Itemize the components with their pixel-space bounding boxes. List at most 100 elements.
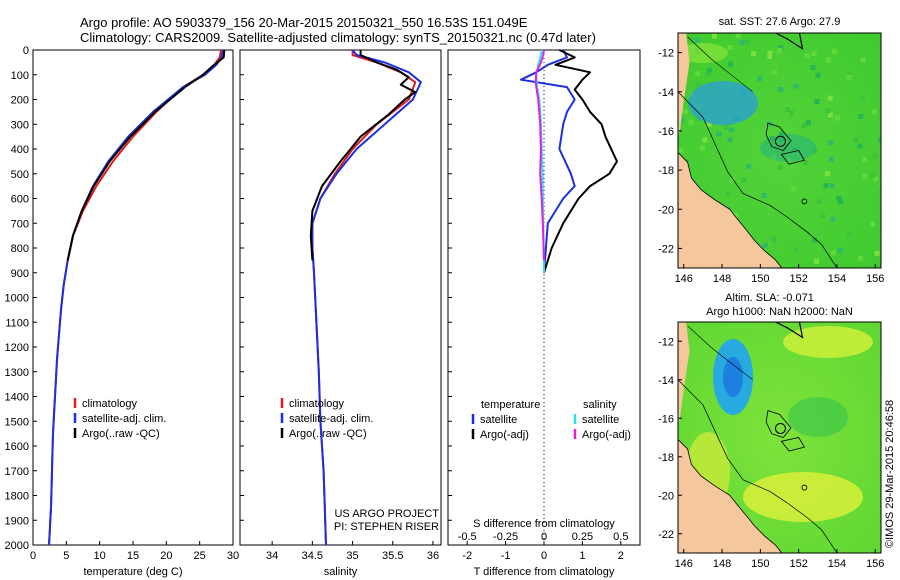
x2-tick-label: -0.5 <box>458 531 477 543</box>
difference-profile-chart: -2 -1 0 1 2 -0.5 -0.25 0 0.25 0.5S difference fro… <box>447 49 641 578</box>
x-tick-label: 152 <box>789 273 807 285</box>
sst-pixel <box>796 64 802 69</box>
sst-pixel <box>768 240 774 246</box>
sst-pixel <box>828 156 834 162</box>
header-line1: Argo profile: AO 5903379_156 20-Mar-2015… <box>80 15 528 30</box>
x-tick-label: 10 <box>94 550 106 562</box>
sst-pixel <box>779 246 785 251</box>
sst-pixel <box>804 53 810 59</box>
y-tick-label: 500 <box>11 169 29 181</box>
reef-contour <box>801 484 808 491</box>
high-sla-patch <box>783 326 873 358</box>
sst-pixel <box>767 121 773 127</box>
sst-pixel <box>838 199 844 205</box>
land-australia <box>678 438 783 553</box>
sst-pixel <box>695 82 701 88</box>
sst-pixel <box>706 121 712 127</box>
depth-contour <box>687 36 753 93</box>
sst-pixel <box>771 236 777 242</box>
y-tick-label: 1100 <box>5 317 29 329</box>
sst-pixel <box>772 92 778 98</box>
sst-pixel <box>761 99 767 105</box>
sst-pixel <box>815 72 821 78</box>
map-frame <box>677 32 882 269</box>
x-tick-label: 150 <box>751 273 769 285</box>
sst-pixel <box>825 108 831 114</box>
y-tick-label: 600 <box>11 194 29 206</box>
series-line-satellite <box>520 49 576 273</box>
argo-location-marker <box>774 135 786 147</box>
coast-png <box>774 322 804 339</box>
argo-location-marker <box>774 422 786 434</box>
y-tick-label: -14 <box>658 375 674 387</box>
x-tick-label: -2 <box>462 550 472 562</box>
coast-png <box>774 33 804 50</box>
sst-pixel <box>679 117 685 123</box>
sst-pixel <box>800 127 806 133</box>
y-tick-label: -16 <box>658 126 674 138</box>
sst-pixel <box>820 213 826 218</box>
y-tick-label: 400 <box>11 144 29 156</box>
sst-pixel <box>773 62 779 68</box>
series-line-satelliteadjclim <box>48 49 224 546</box>
mid-sla-patch <box>788 397 848 437</box>
sst-pixel <box>785 107 791 112</box>
legend-group-title: temperature <box>481 399 540 411</box>
sst-pixel <box>831 250 836 256</box>
y-tick-label: 1300 <box>5 367 29 379</box>
sst-pixel <box>836 195 842 201</box>
x-tick-label: 156 <box>866 558 884 570</box>
series-line-argorawqc <box>66 49 226 261</box>
sst-pixel <box>873 176 879 182</box>
sst-pixel <box>834 115 840 121</box>
x-tick-label: 2 <box>618 550 624 562</box>
depth-contour <box>678 379 838 553</box>
depth-contour <box>678 91 838 268</box>
sst-pixel <box>810 65 816 70</box>
x-tick-label: 0 <box>541 550 547 562</box>
sst-pixel <box>793 247 799 253</box>
map-subtitle: Argo h1000: NaN h2000: NaN <box>706 306 853 318</box>
sst-pixel <box>858 255 863 261</box>
reef-contour <box>801 198 808 205</box>
x-tick-label: 15 <box>127 550 139 562</box>
x-tick-label: 25 <box>194 550 206 562</box>
annotation-text: US ARGO PROJECT <box>334 508 439 520</box>
x-axis-label: T difference from climatology <box>474 566 615 578</box>
x2-tick-label: 0 <box>541 531 547 543</box>
reef-contour <box>765 122 792 151</box>
reef-contour <box>780 437 806 452</box>
legend-label: satellite <box>480 414 517 426</box>
sst-pixel <box>727 45 733 50</box>
y-tick-label: 1400 <box>5 392 29 404</box>
sst-pixel <box>716 131 722 137</box>
sst-pixel <box>829 183 835 189</box>
sst-pixel <box>725 190 731 196</box>
y-tick-label: 300 <box>11 119 29 131</box>
y-tick-label: 1700 <box>5 466 29 478</box>
y-tick-label: 1200 <box>5 342 29 354</box>
x-tick-label: 1 <box>579 550 585 562</box>
sst-pixel <box>700 145 706 151</box>
x-tick-label: 30 <box>227 550 239 562</box>
series-line-argoadj <box>543 49 618 274</box>
sst-pixel <box>723 124 729 130</box>
sst-pixel <box>705 71 711 77</box>
y-tick-label: 700 <box>11 218 29 230</box>
sst-pixel <box>846 74 852 80</box>
temperature-profile-chart: 0100200300400500600700800900100011001200… <box>5 45 240 578</box>
y-tick-label: -18 <box>658 452 674 464</box>
sla-map: 146 148 150 152 154 156 -12 -14 -16 -18 -20 -22 Alti… <box>658 292 884 570</box>
y-tick-label: -18 <box>658 165 674 177</box>
sst-pixel <box>793 83 799 89</box>
reef-contour <box>765 410 792 438</box>
sst-pixel <box>694 37 700 43</box>
series-line-argoadj <box>534 49 545 261</box>
high-sla-patch <box>743 472 863 522</box>
y-tick-label: 800 <box>11 243 29 255</box>
sst-pixel <box>740 177 746 183</box>
y-tick-label: 1000 <box>5 293 29 305</box>
y-tick-label: -22 <box>658 243 674 255</box>
series-line-argorawqc <box>309 50 417 261</box>
map-title: sat. SST: 27.6 Argo: 27.9 <box>719 16 841 28</box>
